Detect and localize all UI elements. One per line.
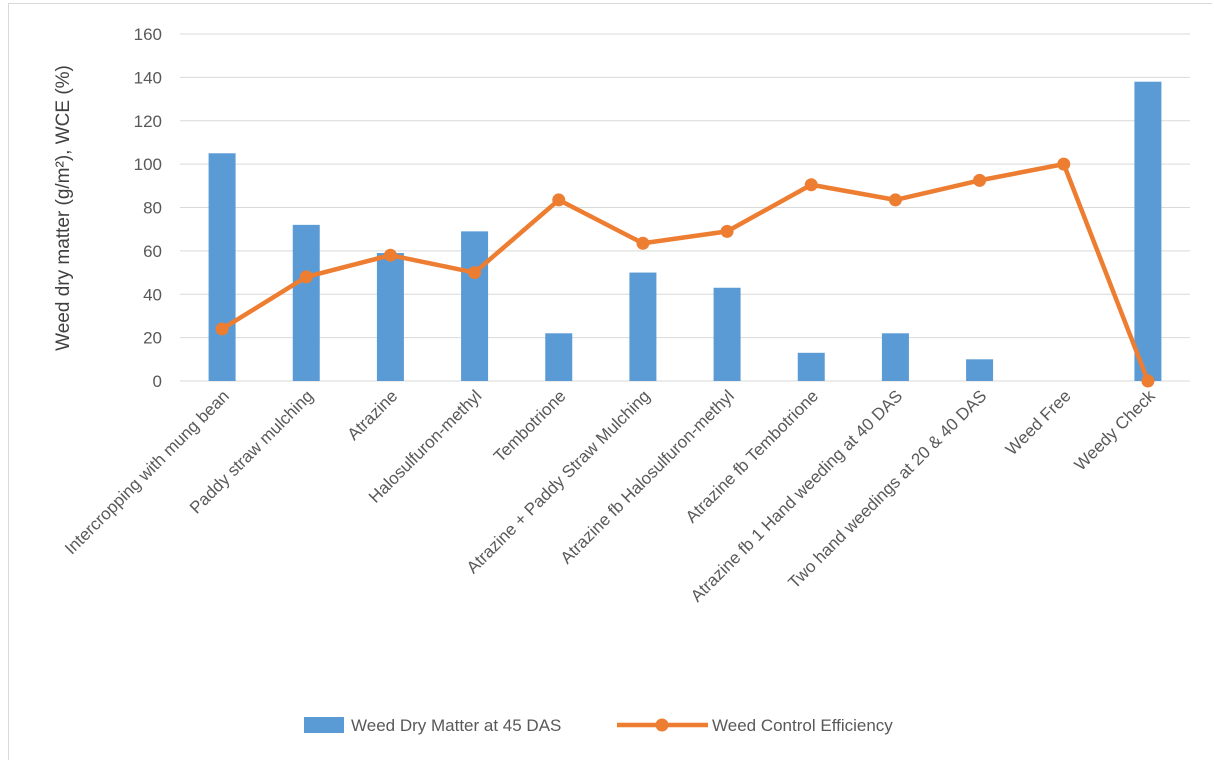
line-marker (888, 193, 902, 207)
bar-series (208, 81, 1162, 382)
x-category-label: Tembotrione (490, 386, 570, 466)
x-category-label: Weedy Check (1071, 386, 1159, 474)
y-tick-label: 100 (134, 155, 162, 174)
bar (545, 333, 573, 381)
x-category-label: Intercropping with mung bean (61, 386, 233, 558)
line-series (215, 157, 1155, 388)
line-marker (1141, 374, 1155, 388)
y-axis-ticks: 0 20 40 60 80 100 120 140 160 (134, 25, 162, 391)
gridlines (180, 33, 1190, 382)
y-tick-label: 20 (143, 329, 162, 348)
bar (208, 153, 236, 381)
bar (292, 224, 320, 381)
line-marker (636, 236, 650, 250)
bar (966, 359, 994, 381)
bar (629, 272, 657, 381)
line-path (219, 161, 1151, 384)
line-marker (383, 248, 397, 262)
y-axis-title: Weed dry matter (g/m²), WCE (%) (53, 65, 74, 351)
x-category-label: Atrazine + Paddy Straw Mulching (463, 386, 654, 577)
bar (1134, 81, 1162, 382)
y-tick-label: 60 (143, 242, 162, 261)
line-marker (720, 224, 734, 238)
line-marker (552, 193, 566, 207)
legend-label-line: Weed Control Efficiency (712, 716, 893, 735)
legend-swatch-bar (304, 717, 344, 733)
line-marker (468, 266, 482, 280)
x-category-label: Atrazine fb Halosulfuron-methyl (557, 386, 738, 567)
bar (881, 333, 909, 381)
x-category-label: Atrazine (344, 386, 402, 444)
legend-swatch-marker (655, 718, 669, 732)
y-tick-label: 140 (134, 68, 162, 87)
bar (797, 352, 825, 381)
bar (461, 231, 489, 381)
y-tick-label: 120 (134, 112, 162, 131)
y-tick-label: 160 (134, 25, 162, 44)
line-marker (1057, 157, 1071, 171)
legend-label-bar: Weed Dry Matter at 45 DAS (351, 716, 561, 735)
bar (376, 253, 404, 381)
bar (713, 287, 741, 381)
y-tick-label: 0 (153, 372, 162, 391)
chart-frame (8, 3, 1212, 760)
y-tick-label: 40 (143, 285, 162, 304)
line-marker (299, 270, 313, 284)
line-marker (215, 322, 229, 336)
line-marker (804, 178, 818, 192)
x-category-label: Weed Free (1002, 386, 1075, 459)
legend: Weed Dry Matter at 45 DAS Weed Control Ef… (304, 716, 893, 735)
y-tick-label: 80 (143, 199, 162, 218)
line-marker (973, 173, 987, 187)
